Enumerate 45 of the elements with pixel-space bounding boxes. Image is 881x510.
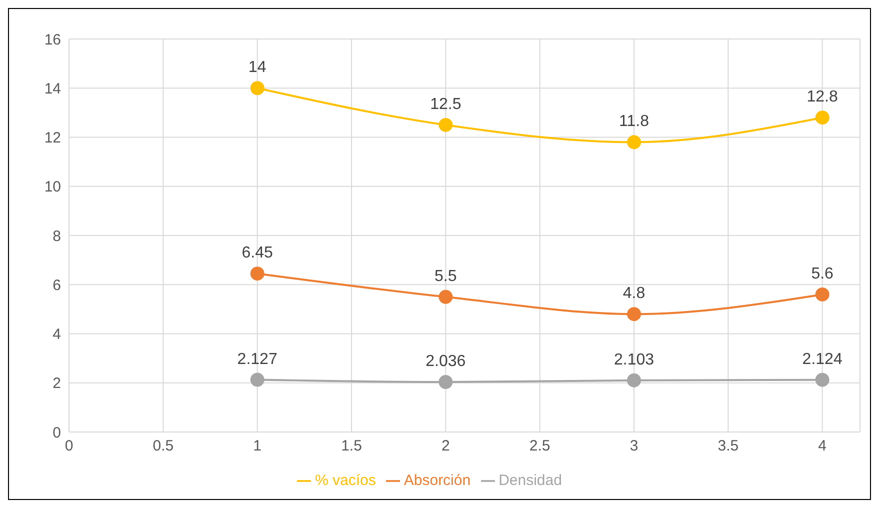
y-tick-label: 12 xyxy=(44,130,61,147)
x-tick-label: 1.5 xyxy=(341,438,362,455)
y-tick-label: 10 xyxy=(44,178,61,196)
point xyxy=(438,290,453,304)
data-label: 2.103 xyxy=(614,351,654,368)
legend-label: Absorción xyxy=(404,472,471,489)
data-label: 2.036 xyxy=(426,352,466,370)
y-tick-label: 8 xyxy=(52,228,61,245)
point xyxy=(815,372,830,387)
data-label: 5.6 xyxy=(811,265,834,282)
legend-label: % vacíos xyxy=(315,472,376,489)
data-label: 14 xyxy=(248,59,266,76)
x-tick-label: 3 xyxy=(630,438,638,455)
point xyxy=(250,81,264,96)
x-tick-label: 2 xyxy=(441,438,450,455)
point xyxy=(438,374,453,389)
point xyxy=(815,287,830,302)
point xyxy=(250,266,264,281)
x-tick-label: 0.5 xyxy=(152,438,174,455)
data-label: 6.45 xyxy=(242,244,274,262)
x-tick-label: 2.5 xyxy=(529,438,550,455)
data-label: 12.8 xyxy=(806,88,838,106)
x-tick-label: 1 xyxy=(253,438,262,455)
point xyxy=(627,135,641,150)
point xyxy=(627,307,641,322)
x-tick-label: 0 xyxy=(64,438,74,455)
data-label: 12.5 xyxy=(430,96,462,113)
data-label: 5.5 xyxy=(434,268,457,285)
y-tick-label: 4 xyxy=(52,326,61,344)
point xyxy=(438,118,453,132)
point xyxy=(815,110,830,125)
y-tick-label: 2 xyxy=(52,375,61,392)
point xyxy=(627,373,641,388)
data-label: 2.127 xyxy=(237,350,278,368)
data-label: 11.8 xyxy=(619,113,650,130)
y-tick-label: 14 xyxy=(44,80,61,98)
legend-label: Densidad xyxy=(498,472,562,489)
point xyxy=(250,372,264,387)
x-tick-label: 3.5 xyxy=(718,438,739,455)
x-tick-label: 4 xyxy=(818,438,827,455)
data-label: 2.124 xyxy=(802,350,842,368)
y-tick-label: 0 xyxy=(52,424,61,442)
y-tick-label: 16 xyxy=(44,31,61,48)
y-tick-label: 6 xyxy=(52,276,61,294)
data-label: 4.8 xyxy=(622,285,646,302)
